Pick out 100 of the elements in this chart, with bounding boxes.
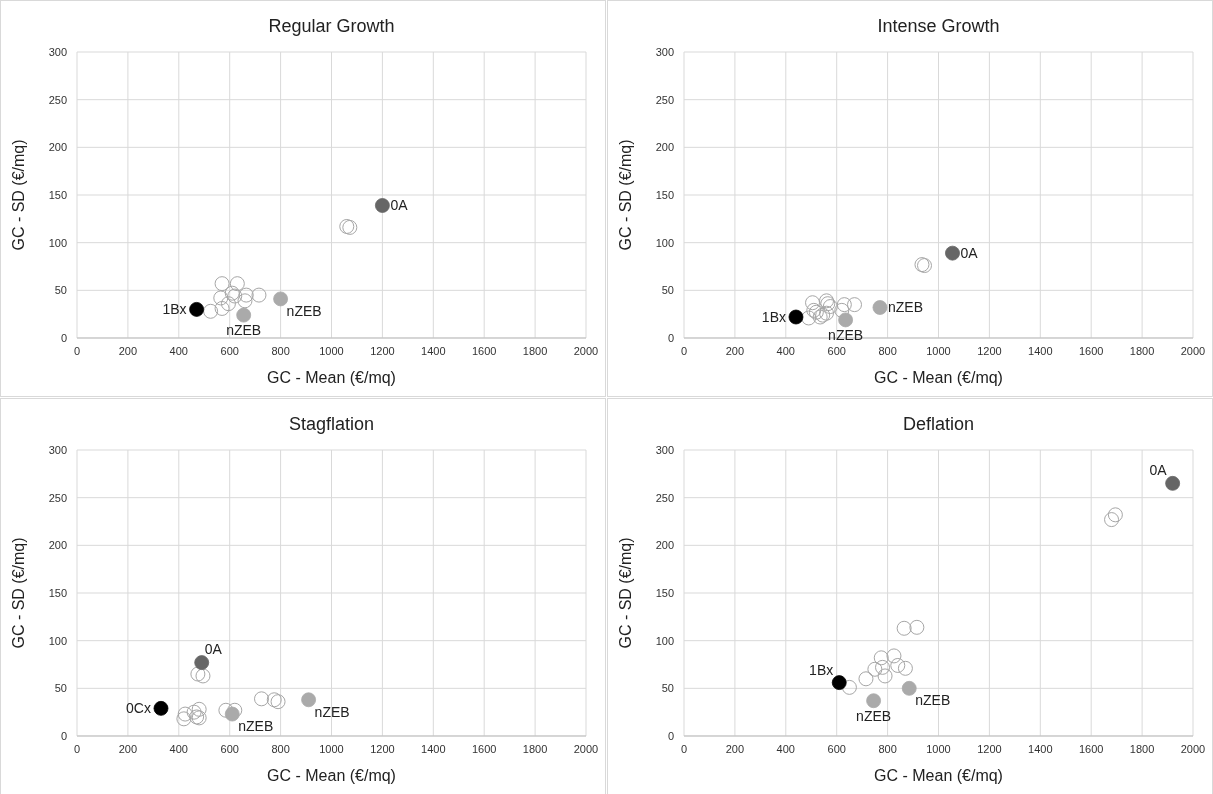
- series-label: 1Bx: [162, 301, 187, 318]
- point: [872, 300, 888, 315]
- point: [836, 297, 852, 313]
- chart-title: Intense Growth: [877, 16, 1000, 36]
- x-tick-label: 2000: [573, 345, 599, 357]
- x-tick-label: 1200: [370, 345, 395, 357]
- y-tick-label: 100: [655, 634, 674, 647]
- chart-title: Regular Growth: [268, 16, 395, 36]
- x-tick-label: 1000: [319, 345, 344, 357]
- x-tick-label: 1000: [319, 743, 344, 755]
- point: [270, 694, 286, 710]
- y-tick-label: 250: [48, 491, 67, 504]
- y-tick-label: 100: [48, 634, 67, 647]
- x-tick-label: 0: [680, 743, 688, 755]
- y-tick-label: 150: [655, 189, 674, 201]
- series-label: 1Bx: [809, 661, 834, 678]
- point: [273, 291, 288, 307]
- y-tick-label: 300: [48, 444, 67, 456]
- point: [1107, 507, 1123, 523]
- series-label: 0A: [1149, 462, 1168, 479]
- x-tick-label: 1600: [471, 345, 497, 357]
- chart-title: Deflation: [902, 414, 975, 434]
- series-label: nZEB: [887, 299, 923, 316]
- y-tick-label: 150: [655, 587, 674, 599]
- point: [190, 666, 206, 682]
- x-tick-label: 1800: [522, 743, 548, 755]
- text: nZEB: [856, 707, 892, 724]
- point: [873, 650, 889, 666]
- y-axis-title: GC - SD (€/mq): [617, 139, 634, 251]
- point: [238, 287, 254, 303]
- point: [224, 706, 240, 722]
- y-tick-label: 250: [655, 93, 674, 106]
- point: [945, 245, 960, 261]
- y-tick-label: 50: [661, 284, 674, 297]
- y-tick-label: 250: [48, 93, 67, 106]
- y-tick-label: 100: [655, 236, 674, 249]
- y-tick-label: 0: [60, 332, 67, 344]
- point: [218, 702, 234, 718]
- text: nZEB: [226, 322, 262, 339]
- y-tick-label: 200: [655, 539, 674, 552]
- point: [1165, 475, 1181, 491]
- x-tick-label: 400: [776, 743, 795, 755]
- chart-title: Stagflation: [288, 414, 375, 434]
- x-tick-label: 1000: [926, 743, 951, 755]
- x-tick-label: 1600: [1078, 345, 1104, 357]
- y-tick-label: 200: [48, 141, 67, 154]
- point: [236, 307, 252, 323]
- x-tick-label: 200: [725, 345, 745, 357]
- point: [867, 661, 883, 677]
- series-label: 0A: [204, 640, 223, 657]
- point: [1104, 512, 1120, 528]
- point: [847, 297, 863, 313]
- point: [195, 668, 211, 684]
- point: [875, 659, 891, 675]
- y-axis-title: GC - SD (€/mq): [10, 537, 27, 649]
- x-tick-label: 200: [725, 743, 745, 755]
- x-tick-label: 1200: [977, 743, 1002, 755]
- series-label: 0Cx: [126, 700, 151, 717]
- x-tick-label: 1800: [522, 345, 548, 357]
- point: [176, 711, 192, 727]
- y-tick-label: 0: [60, 730, 67, 742]
- x-axis-title: GC - Mean (€/mq): [874, 767, 1003, 784]
- point: [194, 655, 210, 670]
- y-tick-label: 50: [54, 682, 67, 695]
- point: [838, 312, 854, 328]
- x-tick-label: 1200: [977, 345, 1002, 357]
- x-tick-label: 0: [680, 345, 688, 357]
- x-tick-label: 400: [776, 345, 795, 357]
- x-tick-label: 400: [169, 743, 188, 755]
- y-tick-label: 200: [655, 141, 674, 154]
- text: nZEB: [314, 703, 350, 720]
- point: [214, 276, 230, 292]
- point: [834, 302, 850, 318]
- point: [901, 680, 917, 696]
- x-axis-title: GC - Mean (€/mq): [267, 369, 396, 386]
- x-tick-label: 2000: [573, 743, 599, 755]
- point: [841, 679, 857, 695]
- point: [237, 293, 253, 309]
- point: [254, 691, 270, 707]
- point: [788, 309, 804, 325]
- point: [251, 287, 267, 303]
- point: [858, 671, 874, 687]
- x-tick-label: 2000: [1180, 345, 1206, 357]
- series-label: nZEB: [915, 692, 951, 709]
- series-label: nZEB: [238, 718, 274, 735]
- point: [186, 704, 202, 720]
- series-label: 0A: [960, 245, 979, 262]
- point: [890, 657, 906, 673]
- x-tick-label: 800: [878, 743, 897, 755]
- y-tick-label: 0: [667, 332, 674, 344]
- point: [375, 198, 390, 213]
- y-tick-label: 150: [48, 189, 67, 201]
- y-tick-label: 150: [48, 587, 67, 599]
- x-tick-label: 800: [271, 345, 290, 357]
- point: [801, 310, 817, 326]
- x-tick-label: 600: [220, 743, 239, 755]
- x-tick-label: 600: [220, 345, 239, 357]
- y-tick-label: 250: [655, 491, 674, 504]
- y-tick-label: 300: [48, 46, 67, 58]
- point: [229, 276, 245, 292]
